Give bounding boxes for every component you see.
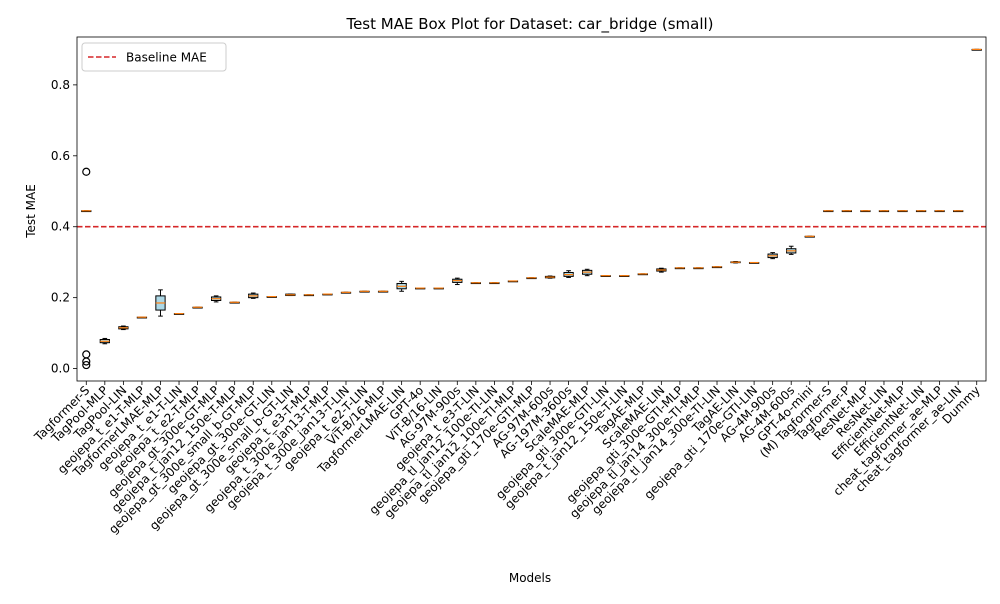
outlier-point xyxy=(82,167,91,176)
legend-frame xyxy=(81,42,227,72)
y-tick-label: 0.4 xyxy=(51,220,70,234)
outlier-point xyxy=(82,357,91,366)
legend: Baseline MAE xyxy=(81,42,227,72)
plot-frame xyxy=(76,36,987,382)
chart-title: Test MAE Box Plot for Dataset: car_bridg… xyxy=(345,15,713,34)
legend-baseline-label: Baseline MAE xyxy=(126,51,207,65)
y-tick-label: 0.8 xyxy=(51,78,70,92)
y-axis-label: Test MAE xyxy=(24,184,38,239)
y-tick-label: 0.2 xyxy=(51,291,70,305)
y-tick-label: 0.6 xyxy=(51,149,70,163)
plot-area: 0.00.20.40.60.8Tagformer-STagPool-MLPTag… xyxy=(31,36,987,536)
x-axis-label: Models xyxy=(509,571,551,585)
outlier-point xyxy=(82,350,91,359)
outlier-point xyxy=(82,360,91,370)
y-tick-label: 0.0 xyxy=(51,362,70,376)
